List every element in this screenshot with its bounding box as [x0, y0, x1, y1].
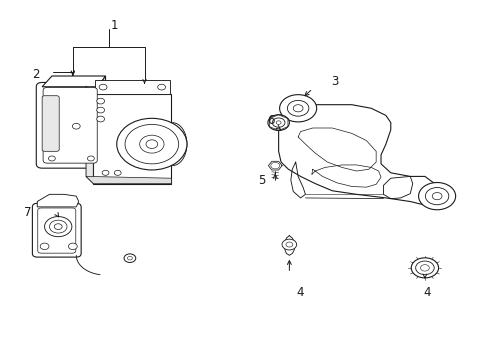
Circle shape	[287, 100, 308, 116]
Text: 2: 2	[32, 68, 40, 81]
Circle shape	[282, 239, 296, 250]
Circle shape	[124, 254, 136, 262]
Circle shape	[415, 261, 433, 275]
Circle shape	[48, 156, 55, 161]
Circle shape	[276, 121, 281, 125]
Polygon shape	[86, 86, 93, 184]
Circle shape	[158, 84, 165, 90]
Text: 4: 4	[423, 287, 430, 300]
Circle shape	[127, 256, 132, 260]
Circle shape	[279, 95, 316, 122]
Polygon shape	[37, 194, 79, 207]
Circle shape	[431, 193, 441, 200]
Circle shape	[418, 183, 455, 210]
Circle shape	[87, 156, 94, 161]
Circle shape	[97, 98, 104, 104]
FancyBboxPatch shape	[38, 208, 76, 253]
Circle shape	[272, 118, 285, 127]
FancyBboxPatch shape	[43, 87, 97, 163]
Circle shape	[420, 265, 428, 271]
Circle shape	[102, 170, 109, 175]
Circle shape	[267, 115, 289, 131]
Circle shape	[40, 243, 49, 249]
Circle shape	[97, 107, 104, 113]
Circle shape	[114, 170, 121, 175]
FancyBboxPatch shape	[32, 203, 81, 257]
Circle shape	[49, 220, 67, 233]
Circle shape	[54, 224, 62, 229]
Circle shape	[72, 123, 80, 129]
Circle shape	[44, 217, 72, 237]
Circle shape	[425, 188, 448, 205]
Text: 5: 5	[257, 174, 264, 186]
Circle shape	[146, 140, 158, 148]
Polygon shape	[42, 76, 105, 87]
Circle shape	[125, 125, 178, 164]
Circle shape	[99, 84, 107, 90]
Polygon shape	[86, 176, 171, 184]
Text: 3: 3	[330, 75, 338, 88]
Circle shape	[410, 258, 438, 278]
Circle shape	[68, 243, 77, 249]
Circle shape	[293, 105, 303, 112]
Circle shape	[117, 118, 186, 170]
Circle shape	[285, 242, 292, 247]
Bar	[93, 94, 171, 184]
Text: 1: 1	[111, 19, 119, 32]
Circle shape	[97, 116, 104, 122]
Polygon shape	[98, 76, 105, 164]
Text: 4: 4	[296, 287, 304, 300]
Circle shape	[270, 162, 279, 169]
Text: 6: 6	[267, 114, 275, 127]
FancyBboxPatch shape	[36, 82, 104, 168]
Bar	[95, 80, 169, 94]
FancyBboxPatch shape	[42, 96, 59, 151]
Circle shape	[140, 135, 163, 153]
Text: 7: 7	[24, 206, 31, 219]
